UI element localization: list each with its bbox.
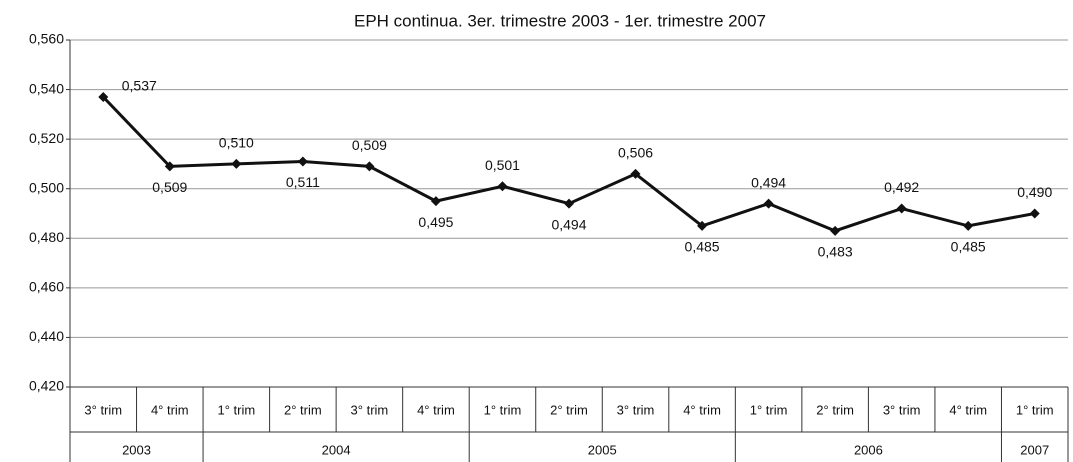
data-label: 0,511 [286, 174, 320, 190]
data-label: 0,509 [152, 179, 187, 195]
x-tick-label: 4° trim [949, 402, 987, 417]
data-label: 0,510 [219, 135, 254, 151]
data-label: 0,485 [685, 239, 720, 255]
y-tick-label: 0,420 [29, 378, 64, 394]
marker [231, 158, 242, 169]
line [102, 95, 1036, 233]
group-label: 2006 [854, 442, 883, 457]
data-label: 0,537 [122, 78, 157, 94]
chart-title: EPH continua. 3er. trimestre 2003 - 1er.… [354, 11, 766, 30]
x-tick-label: 2° trim [816, 402, 854, 417]
x-tick-label: 4° trim [151, 402, 189, 417]
marker [98, 92, 109, 103]
marker [963, 220, 974, 231]
group-label: 2005 [588, 442, 617, 457]
data-label: 0,494 [551, 216, 586, 232]
x-tick-label: 2° trim [284, 402, 322, 417]
x-tick-label: 3° trim [351, 402, 389, 417]
marker [497, 181, 508, 192]
marker [564, 198, 574, 209]
marker [830, 225, 841, 236]
y-tick-label: 0,540 [29, 80, 64, 96]
y-tick-label: 0,460 [29, 279, 64, 295]
data-label: 0,485 [951, 239, 986, 255]
x-tick-label: 1° trim [750, 402, 788, 417]
y-tick-label: 0,560 [29, 31, 64, 47]
data-label: 0,492 [884, 179, 919, 195]
x-tick-label: 4° trim [683, 402, 721, 417]
data-label: 0,509 [352, 137, 387, 153]
y-tick-label: 0,500 [29, 179, 64, 195]
data-label: 0,490 [1017, 184, 1052, 200]
marker [364, 161, 375, 172]
marker [697, 220, 708, 231]
y-tick-label: 0,520 [29, 130, 64, 146]
marker [1029, 208, 1040, 219]
marker [164, 161, 175, 172]
data-label: 0,506 [618, 145, 653, 161]
x-tick-label: 1° trim [484, 402, 522, 417]
marker [763, 198, 774, 209]
x-tick-label: 3° trim [84, 402, 122, 417]
data-label: 0,483 [818, 244, 853, 260]
marker [896, 203, 907, 214]
data-label: 0,494 [751, 174, 786, 190]
x-tick-label: 1° trim [1016, 402, 1054, 417]
data-label: 0,501 [485, 157, 520, 173]
marker [297, 156, 308, 167]
x-tick-label: 1° trim [217, 402, 255, 417]
x-tick-label: 3° trim [883, 402, 921, 417]
group-label: 2007 [1020, 442, 1049, 457]
marker [430, 196, 441, 207]
x-tick-label: 4° trim [417, 402, 455, 417]
group-label: 2004 [322, 442, 351, 457]
marker [630, 168, 641, 179]
group-label: 2003 [122, 442, 151, 457]
y-tick-label: 0,480 [29, 229, 64, 245]
x-tick-label: 2° trim [550, 402, 588, 417]
data-label: 0,495 [418, 214, 453, 230]
y-tick-label: 0,440 [29, 328, 64, 344]
x-tick-label: 3° trim [617, 402, 655, 417]
